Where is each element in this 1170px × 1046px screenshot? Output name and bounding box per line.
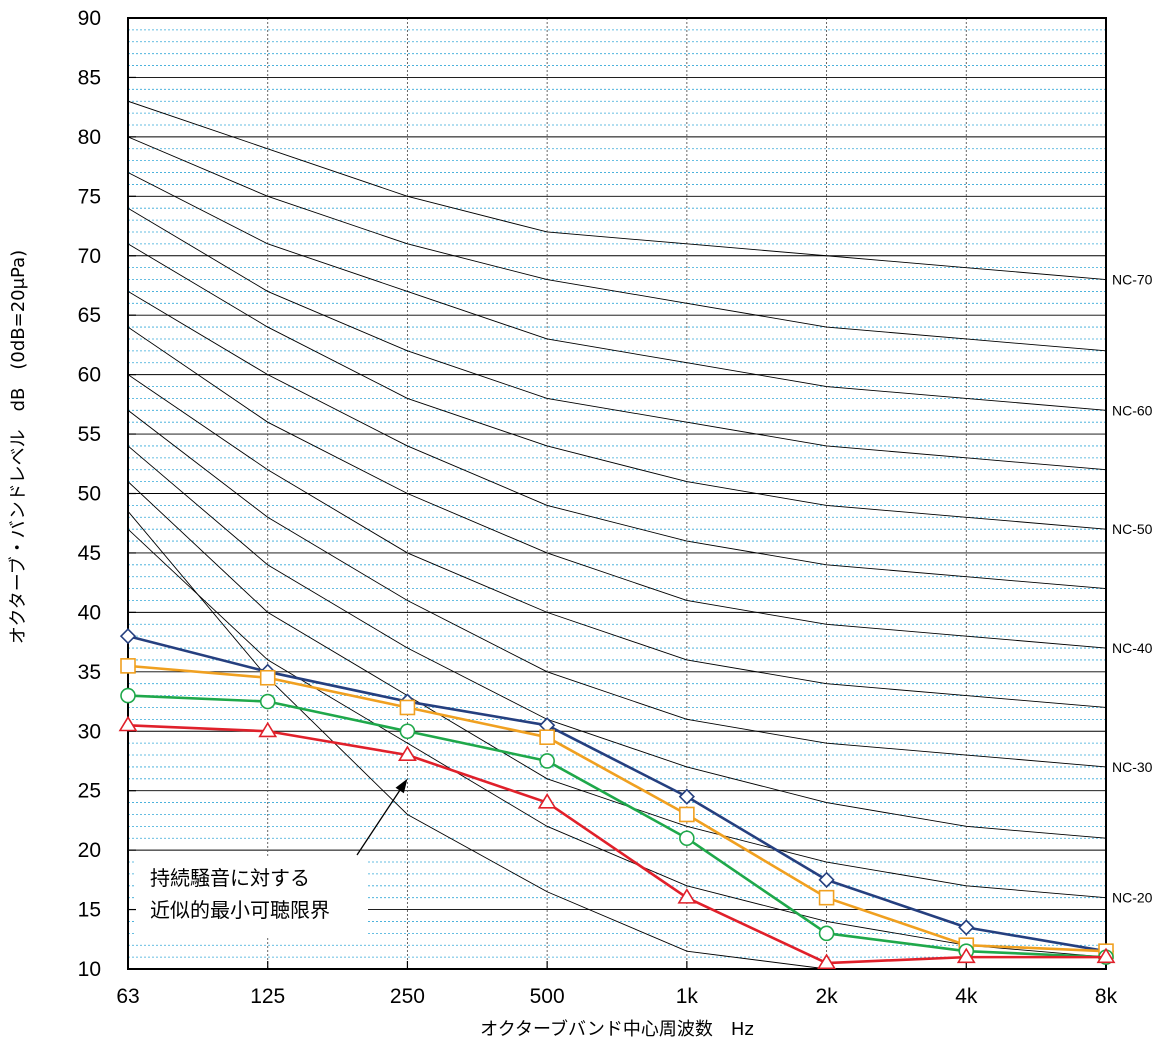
x-tick-label: 8k (1095, 985, 1118, 1008)
y-tick-label: 70 (78, 245, 101, 268)
y-tick-label: 30 (78, 720, 101, 743)
series-triangle (118, 715, 1116, 970)
nc-curve (128, 100, 1106, 280)
circle-marker (120, 687, 136, 704)
annotation: 持続騒音に対する 近似的最小可聴限界 (136, 778, 408, 938)
nc-curve-label: NC-20 (1112, 890, 1153, 906)
y-tick-label: 45 (78, 542, 101, 565)
triangle-marker (537, 793, 557, 809)
x-tick-label: 125 (250, 985, 285, 1008)
y-tick-label: 75 (78, 185, 101, 208)
x-tick-label: 4k (955, 985, 978, 1008)
nc-curve (128, 528, 1106, 958)
nc-curve (128, 207, 1106, 471)
y-tick-label: 90 (78, 7, 101, 30)
annotation-line-1: 持続騒音に対する (150, 866, 310, 890)
nc-curve (128, 326, 1106, 649)
diamond-marker (958, 919, 975, 936)
y-tick-label: 85 (78, 66, 101, 89)
square-marker (399, 699, 416, 716)
square-marker (679, 806, 695, 823)
nc-curve (128, 172, 1106, 411)
triangle-marker (118, 715, 138, 732)
y-tick-label: 80 (78, 126, 101, 149)
nc-curve (128, 445, 1106, 839)
nc-curve (128, 481, 1106, 899)
nc-curve (128, 374, 1106, 708)
y-tick-label: 50 (78, 483, 101, 506)
square-marker (120, 658, 136, 674)
circle-marker (539, 753, 555, 769)
triangle-marker (398, 745, 417, 762)
nc-curve-labels: NC-70 NC-60 NC-50 NC-40 NC-30 NC-20 (1112, 272, 1153, 906)
series-line (127, 664, 1107, 953)
circle-marker (679, 830, 695, 847)
nc-curve-label: NC-30 (1112, 759, 1153, 775)
y-tick-label: 20 (78, 839, 101, 862)
nc-curve (128, 136, 1106, 352)
y-tick-label: 15 (78, 899, 101, 922)
square-marker (539, 729, 555, 745)
diamond-marker (678, 788, 695, 805)
diamond-marker (818, 871, 835, 888)
measurement-series (118, 628, 1116, 970)
y-tick-label: 25 (78, 780, 101, 803)
annotation-arrowhead (395, 778, 408, 794)
x-tick-label: 500 (530, 985, 565, 1008)
diamond-marker (119, 628, 137, 645)
circle-marker (259, 693, 276, 710)
square-marker (259, 669, 276, 686)
annotation-box (136, 858, 368, 938)
y-tick-label: 55 (78, 423, 101, 446)
x-tick-labels: 63 125 250 500 1k 2k 4k 8k (116, 985, 1117, 1008)
nc-curve-label: NC-50 (1112, 521, 1153, 537)
hearing-threshold-curve (128, 511, 838, 969)
triangle-marker (677, 888, 697, 904)
y-tick-label: 60 (78, 364, 101, 387)
triangle-marker (956, 947, 976, 964)
x-tick-label: 2k (815, 985, 838, 1008)
series-line (127, 634, 1107, 953)
y-tick-labels: 10 15 20 25 30 35 40 45 50 55 60 65 70 75 80 85 90 (78, 7, 101, 981)
minor-gridlines (128, 29, 1106, 958)
triangle-marker (258, 721, 278, 738)
x-tick-label: 63 (116, 985, 139, 1008)
nc-curve-label: NC-40 (1112, 640, 1153, 656)
x-tick-label: 1k (676, 985, 699, 1008)
triangle-marker (817, 953, 836, 970)
nc-curve-label: NC-60 (1112, 402, 1153, 418)
nc-curve (128, 409, 1106, 768)
x-tick-label: 250 (390, 985, 425, 1008)
square-marker (818, 889, 835, 906)
y-tick-label: 10 (78, 958, 101, 981)
annotation-arrow (356, 790, 401, 856)
series-line (127, 724, 1106, 965)
nc-curve-label: NC-70 (1112, 272, 1153, 288)
annotation-line-2: 近似的最小可聴限界 (150, 898, 330, 922)
series-square (120, 658, 1114, 959)
circle-marker (818, 925, 835, 942)
nc-curve (128, 291, 1106, 590)
y-tick-label: 40 (78, 601, 101, 624)
series-line (127, 694, 1107, 959)
y-axis-label: オクターブ・バンドレベル dB (0dB=20μPa) (7, 250, 29, 644)
y-tick-label: 35 (78, 661, 101, 684)
y-tick-label: 65 (78, 304, 101, 327)
circle-marker (399, 723, 416, 740)
triangle-marker (1096, 947, 1116, 964)
nc-curve (128, 243, 1106, 530)
x-axis-label: オクターブバンド中心周波数 Hz (480, 1018, 754, 1040)
nc-curves (128, 100, 1106, 969)
